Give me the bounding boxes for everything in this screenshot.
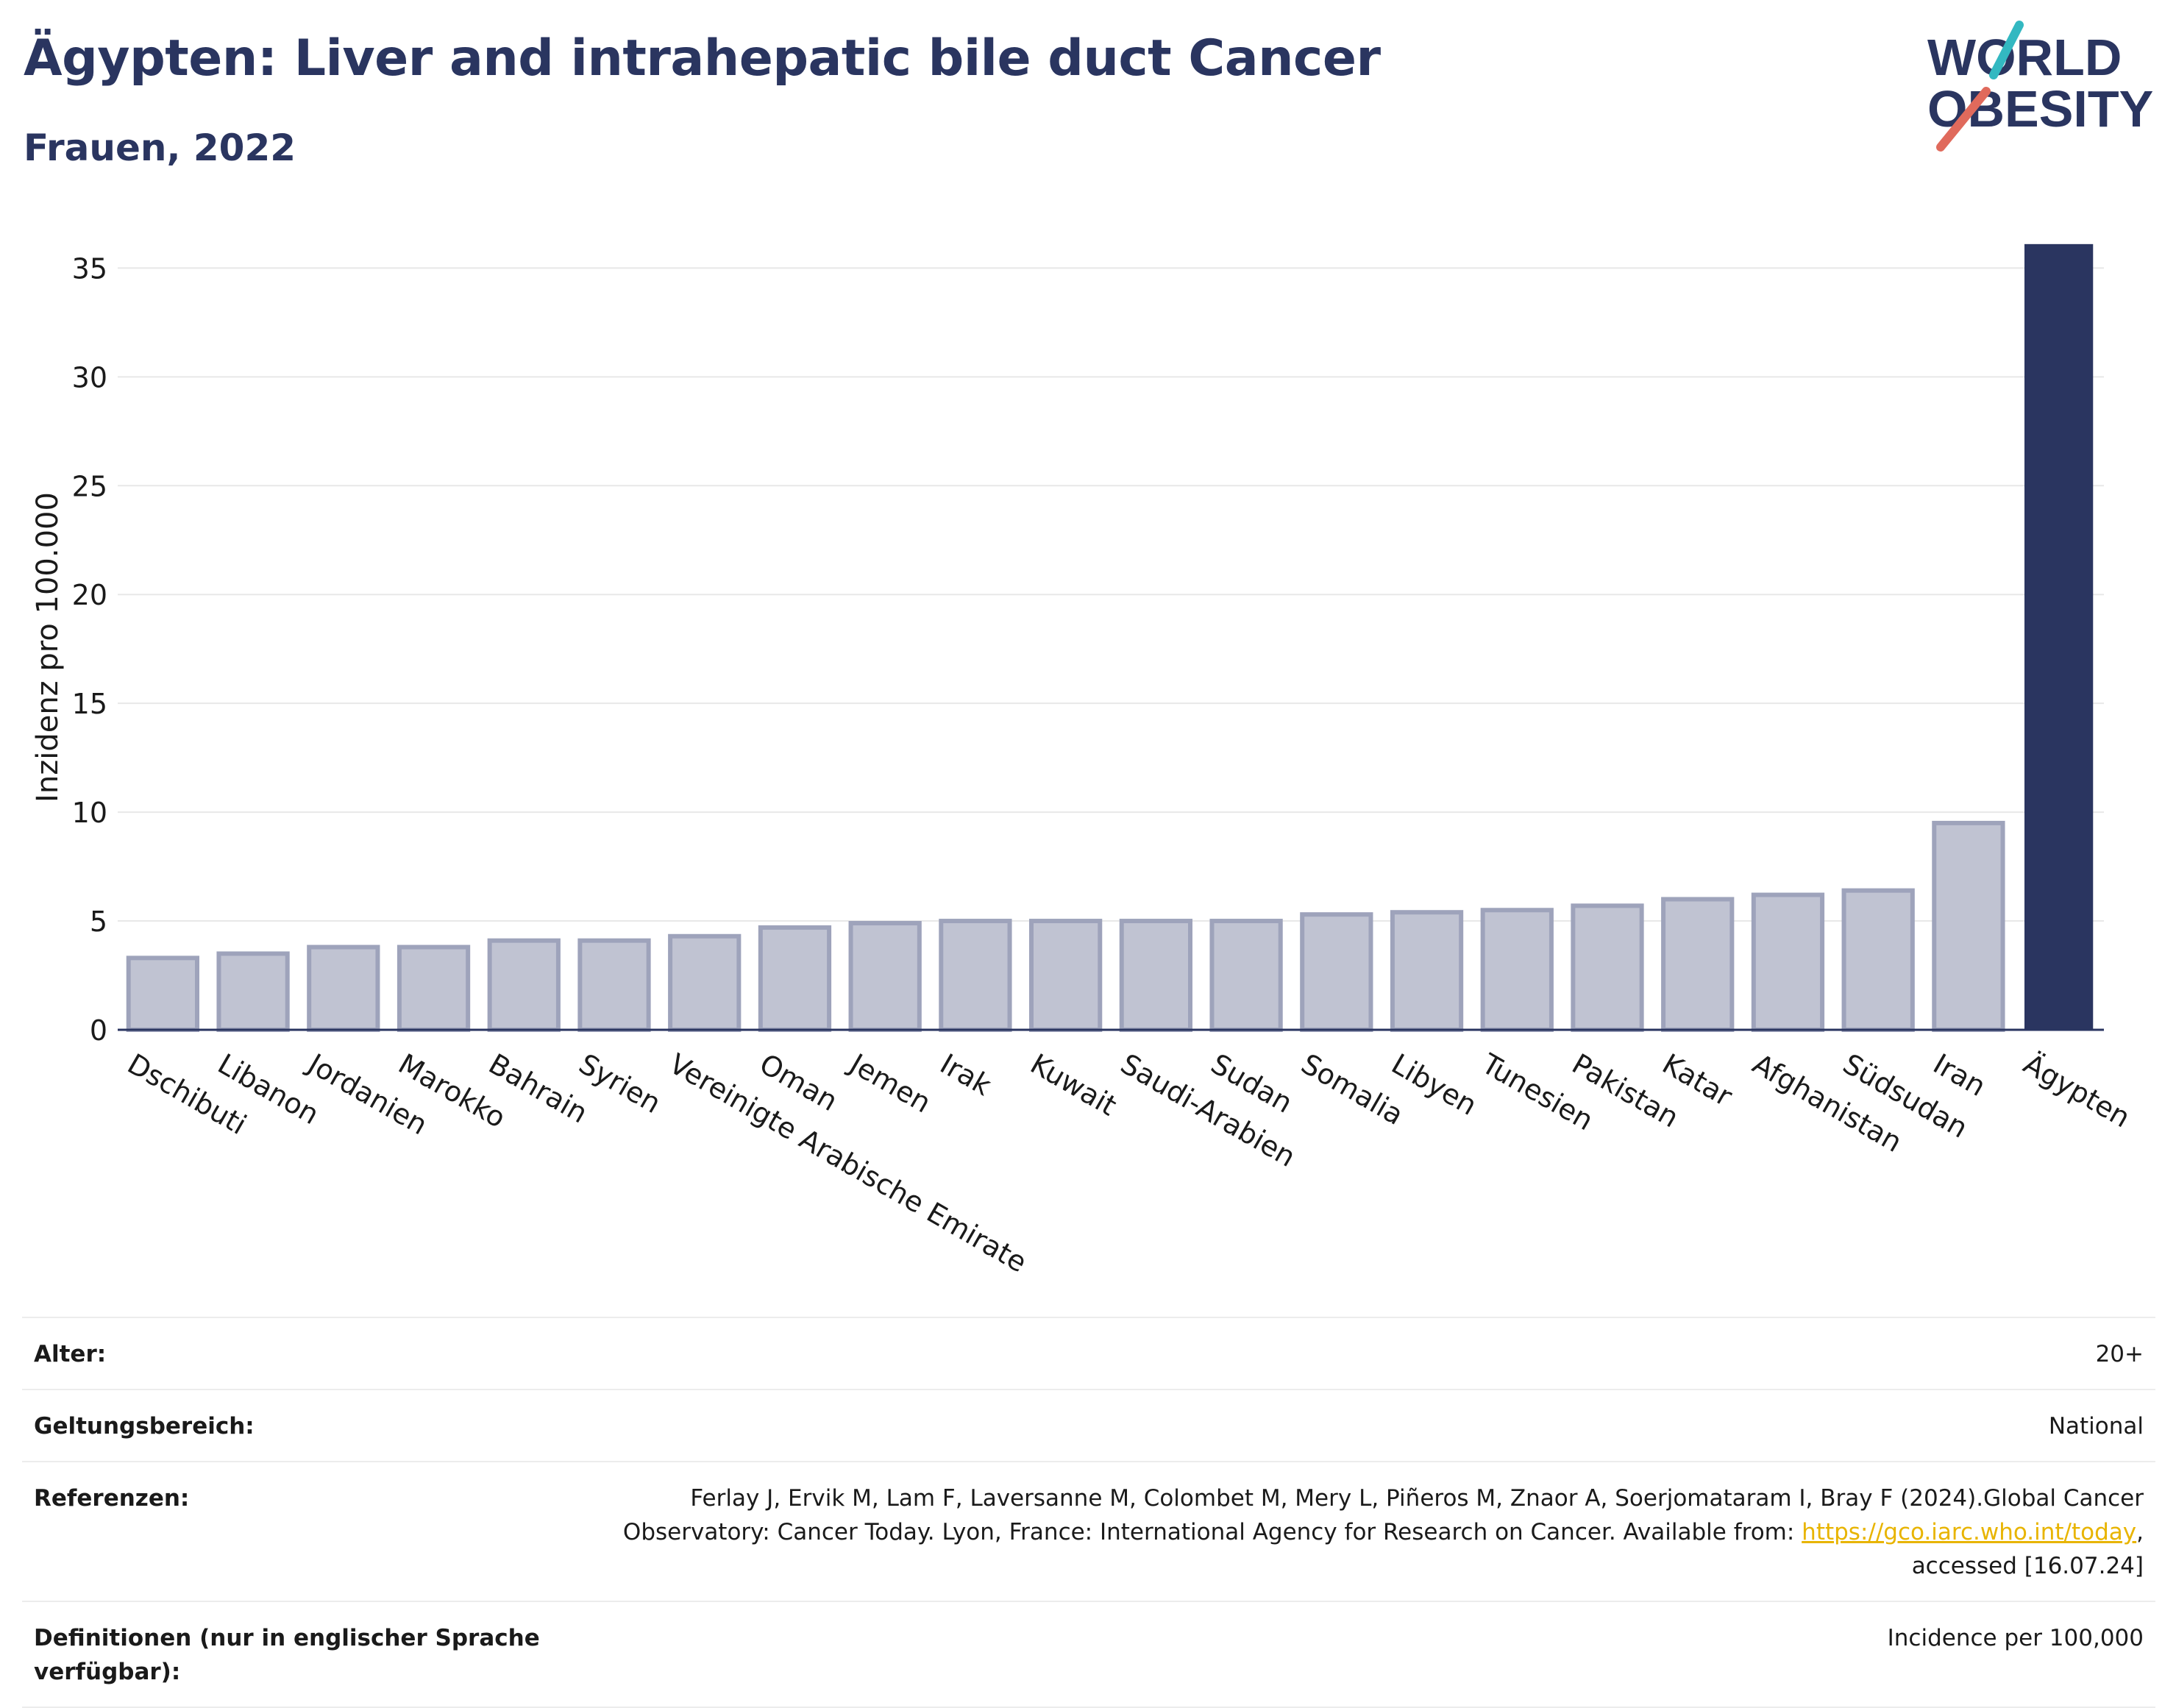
y-tick-label: 15 (72, 688, 107, 720)
bar-syrien (577, 938, 651, 1033)
x-tick-label: Somalia (1296, 1047, 1409, 1131)
metadata-table: Alter: 20+ Geltungsbereich: National Ref… (22, 1317, 2155, 1708)
meta-def-value: Incidence per 100,000 (561, 1601, 2155, 1708)
x-tick-label: Iran (1928, 1047, 1991, 1103)
logo-word-obesity: OBESITY (1927, 80, 2153, 138)
bar-kuwait (1029, 919, 1103, 1033)
y-tick-label: 25 (72, 470, 107, 502)
meta-scope-value: National (561, 1389, 2155, 1462)
gridlines (118, 267, 2104, 922)
reference-link[interactable]: https://gco.iarc.who.int/today (1802, 1519, 2137, 1545)
x-tick-label: Ägypten (2018, 1047, 2136, 1134)
meta-row-references: Referenzen: Ferlay J, Ervik M, Lam F, La… (22, 1461, 2155, 1601)
page-title: Ägypten: Liver and intrahepatic bile duc… (24, 29, 1381, 88)
meta-age-value: 20+ (561, 1317, 2155, 1389)
bar-iran (1932, 820, 2005, 1032)
bar-afghanistan (1751, 892, 1825, 1033)
bar-ägypten (2024, 243, 2094, 1031)
meta-ref-label: Referenzen: (22, 1461, 561, 1601)
y-tick-label: 20 (72, 579, 107, 611)
bar-pakistan (1571, 903, 1644, 1032)
world-obesity-logo: WORLD OBESITY (1927, 21, 2153, 152)
bar-libyen (1390, 910, 1464, 1033)
bar-sudan (1209, 919, 1283, 1033)
x-axis-ticks: DschibutiLibanonJordanienMarokkoBahrainS… (122, 1047, 2136, 1279)
meta-row-scope: Geltungsbereich: National (22, 1389, 2155, 1462)
meta-ref-text-2: , accessed [16.07.24] (1911, 1519, 2144, 1579)
y-tick-label: 30 (72, 361, 107, 394)
bar-libanon (216, 951, 290, 1032)
x-tick-label: Kuwait (1025, 1047, 1122, 1122)
y-axis-label: Inzidenz pro 100.000 (31, 492, 65, 803)
y-axis-ticks: 0 5 10 15 20 25 30 35 (72, 252, 107, 1047)
meta-age-label: Alter: (22, 1317, 561, 1389)
bar-marokko (397, 944, 471, 1032)
bar-somalia (1300, 912, 1373, 1033)
meta-scope-label: Geltungsbereich: (22, 1389, 561, 1462)
bar-bahrain (487, 938, 561, 1033)
y-tick-label: 5 (90, 905, 107, 938)
logo-slash-red (1936, 87, 1991, 152)
page-subtitle: Frauen, 2022 (24, 127, 296, 169)
y-tick-label: 35 (72, 252, 107, 285)
bar-dschibuti (126, 956, 200, 1033)
y-tick-label: 10 (72, 797, 107, 829)
meta-row-age: Alter: 20+ (22, 1317, 2155, 1389)
bar-tunesien (1480, 908, 1554, 1032)
bar-katar (1661, 897, 1735, 1032)
bar-chart: 0 5 10 15 20 25 30 35 DschibutiLibanonJordanien… (31, 243, 2136, 1279)
bar-südsudan (1841, 888, 1915, 1032)
meta-ref-text-1: Ferlay J, Ervik M, Lam F, Laversanne M, … (622, 1485, 2144, 1545)
bar-vereinigte-arabische-emirate (668, 933, 742, 1032)
bar-irak (939, 919, 1012, 1033)
logo-slash-teal (1989, 21, 2024, 79)
y-tick-label: 0 (90, 1014, 107, 1047)
bar-jemen (848, 921, 922, 1032)
x-tick-label: Jemen (843, 1047, 936, 1120)
bar-jordanien (307, 944, 380, 1032)
logo-word-world: WORLD (1927, 29, 2122, 86)
x-tick-label: Irak (935, 1047, 997, 1102)
meta-ref-value: Ferlay J, Ervik M, Lam F, Laversanne M, … (561, 1461, 2155, 1601)
bar-oman (758, 925, 832, 1033)
meta-def-label: Definitionen (nur in englischer Sprache … (22, 1601, 561, 1708)
bar-saudi-arabien (1119, 919, 1193, 1033)
bars (126, 243, 2094, 1033)
meta-row-definitions: Definitionen (nur in englischer Sprache … (22, 1601, 2155, 1708)
